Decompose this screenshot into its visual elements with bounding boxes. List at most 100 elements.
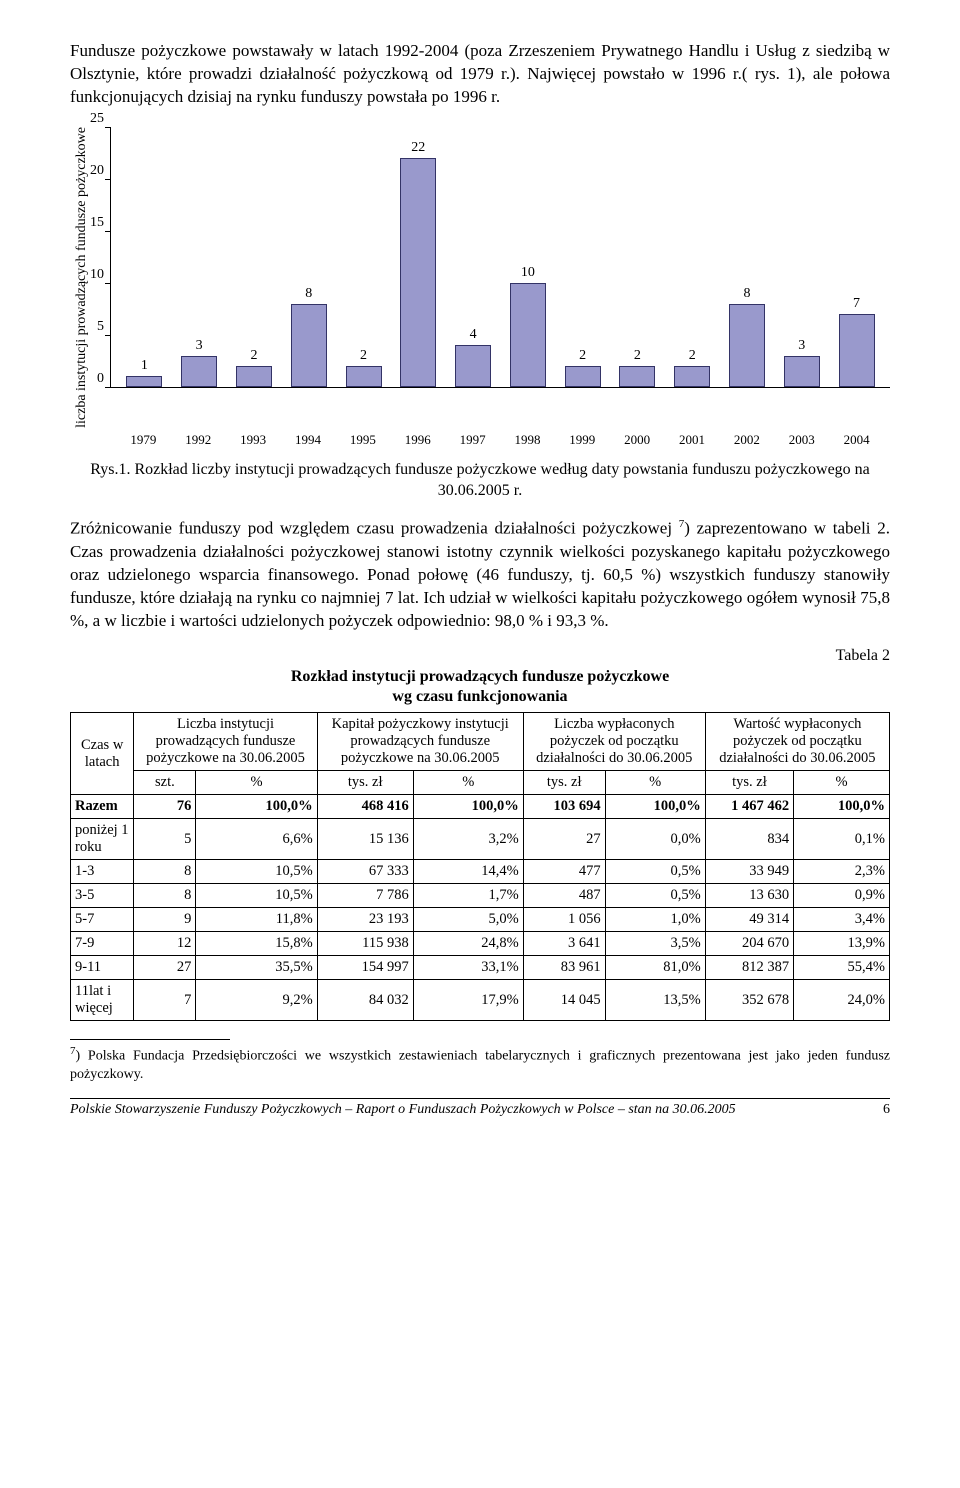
bar: [126, 376, 162, 386]
cell-value: 27: [134, 956, 196, 980]
cell-value: 477: [523, 860, 605, 884]
footnote-separator: [70, 1039, 230, 1040]
th-u4: %: [413, 771, 523, 795]
cell-value: 13 630: [705, 884, 793, 908]
cell-label: 5-7: [71, 908, 134, 932]
cell-value: 24,0%: [794, 980, 890, 1021]
cell-value: 487: [523, 884, 605, 908]
bar-value: 2: [360, 348, 367, 364]
table-row: 11lat i więcej79,2%84 03217,9%14 04513,5…: [71, 980, 890, 1021]
bar: [619, 366, 655, 387]
th-loancount: Liczba wypłaconych pożyczek od początku …: [523, 713, 705, 771]
table-row: 3-5810,5%7 7861,7%4870,5%13 6300,9%: [71, 884, 890, 908]
cell-value: 83 961: [523, 956, 605, 980]
cell-value: 5: [134, 819, 196, 860]
chart-y-axis: 2520151050: [90, 119, 110, 379]
bar-value: 3: [196, 338, 203, 354]
bar-group: 3: [774, 127, 829, 387]
bar-group: 3: [172, 127, 227, 387]
bar: [400, 158, 436, 387]
cell-label: Razem: [71, 795, 134, 819]
bar: [510, 283, 546, 387]
bar-value: 2: [689, 348, 696, 364]
cell-value: 15 136: [317, 819, 413, 860]
cell-value: 204 670: [705, 932, 793, 956]
data-table: Czas w latach Liczba instytucji prowadzą…: [70, 712, 890, 1021]
table-row: 9-112735,5%154 99733,1%83 96181,0%812 38…: [71, 956, 890, 980]
cell-value: 81,0%: [605, 956, 705, 980]
bar: [729, 304, 765, 387]
xtick: 1995: [335, 432, 390, 448]
cell-value: 76: [134, 795, 196, 819]
bar-group: 2: [665, 127, 720, 387]
bar-value: 7: [853, 296, 860, 312]
xtick: 2000: [610, 432, 665, 448]
cell-value: 2,3%: [794, 860, 890, 884]
cell-label: 7-9: [71, 932, 134, 956]
cell-value: 1 056: [523, 908, 605, 932]
bar: [455, 345, 491, 387]
cell-value: 115 938: [317, 932, 413, 956]
cell-label: 9-11: [71, 956, 134, 980]
th-time: Czas w latach: [71, 713, 134, 795]
cell-value: 103 694: [523, 795, 605, 819]
bar-value: 8: [305, 286, 312, 302]
cell-label: 3-5: [71, 884, 134, 908]
chart-plot: 1328222410222837: [110, 127, 890, 388]
bar-group: 2: [227, 127, 282, 387]
cell-value: 7 786: [317, 884, 413, 908]
bar: [291, 304, 327, 387]
chart-bars: 1328222410222837: [111, 127, 890, 387]
table-row: 5-7911,8%23 1935,0%1 0561,0%49 3143,4%: [71, 908, 890, 932]
xtick: 2001: [665, 432, 720, 448]
table-row: poniżej 1 roku56,6%15 1363,2%270,0%8340,…: [71, 819, 890, 860]
xtick: 1999: [555, 432, 610, 448]
table-row: Razem76100,0%468 416100,0%103 694100,0%1…: [71, 795, 890, 819]
xtick: 2004: [829, 432, 884, 448]
bar: [565, 366, 601, 387]
cell-value: 0,9%: [794, 884, 890, 908]
table-row: 7-91215,8%115 93824,8%3 6413,5%204 67013…: [71, 932, 890, 956]
bar: [181, 356, 217, 387]
bar-group: 1: [117, 127, 172, 387]
cell-value: 24,8%: [413, 932, 523, 956]
table-label: Tabela 2: [70, 647, 890, 665]
th-u5: tys. zł: [523, 771, 605, 795]
cell-value: 10,5%: [196, 884, 317, 908]
cell-value: 17,9%: [413, 980, 523, 1021]
th-loanvalue: Wartość wypłaconych pożyczek od początku…: [705, 713, 889, 771]
th-u8: %: [794, 771, 890, 795]
cell-value: 14 045: [523, 980, 605, 1021]
bar-group: 7: [829, 127, 884, 387]
paragraph-intro: Fundusze pożyczkowe powstawały w latach …: [70, 40, 890, 109]
th-capital: Kapitał pożyczkowy instytucji prowadzący…: [317, 713, 523, 771]
cell-value: 834: [705, 819, 793, 860]
cell-value: 11,8%: [196, 908, 317, 932]
bar-group: 8: [281, 127, 336, 387]
cell-value: 84 032: [317, 980, 413, 1021]
th-u7: tys. zł: [705, 771, 793, 795]
cell-value: 1,0%: [605, 908, 705, 932]
cell-value: 55,4%: [794, 956, 890, 980]
cell-value: 352 678: [705, 980, 793, 1021]
bar-value: 2: [634, 348, 641, 364]
xtick: 2002: [719, 432, 774, 448]
page-footer: Polskie Stowarzyszenie Funduszy Pożyczko…: [70, 1098, 890, 1118]
chart-caption: Rys.1. Rozkład liczby instytucji prowadz…: [70, 460, 890, 502]
footer-text: Polskie Stowarzyszenie Funduszy Pożyczko…: [70, 1102, 736, 1118]
xtick: 1992: [171, 432, 226, 448]
cell-value: 0,1%: [794, 819, 890, 860]
bar-value: 4: [470, 327, 477, 343]
cell-value: 154 997: [317, 956, 413, 980]
cell-value: 3,2%: [413, 819, 523, 860]
cell-value: 1,7%: [413, 884, 523, 908]
cell-value: 9,2%: [196, 980, 317, 1021]
bar: [346, 366, 382, 387]
th-u2: %: [196, 771, 317, 795]
cell-value: 33 949: [705, 860, 793, 884]
cell-value: 49 314: [705, 908, 793, 932]
cell-value: 14,4%: [413, 860, 523, 884]
cell-value: 10,5%: [196, 860, 317, 884]
cell-label: poniżej 1 roku: [71, 819, 134, 860]
cell-value: 0,5%: [605, 884, 705, 908]
